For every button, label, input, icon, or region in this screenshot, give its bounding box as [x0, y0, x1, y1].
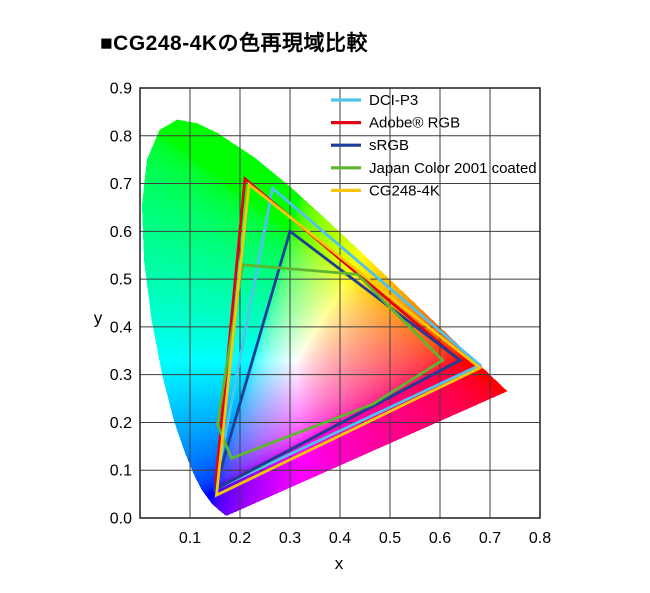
- legend-label-adobe-rgb: Adobe® RGB: [369, 115, 460, 132]
- legend-label-cg248-4k: CG248-4K: [369, 182, 440, 199]
- gamut-japan-color-2001-coated: [216, 263, 445, 461]
- x-tick-label: 0.3: [279, 530, 301, 547]
- y-tick-label: 0.2: [110, 415, 132, 432]
- gamut-srgb: [212, 228, 463, 493]
- x-tick-label: 0.5: [379, 530, 401, 547]
- x-tick-label: 0.1: [179, 530, 201, 547]
- legend-label-srgb: sRGB: [369, 137, 409, 154]
- gamut-polygons: [212, 176, 483, 498]
- x-tick-label: 0.2: [229, 530, 251, 547]
- gamut-cg248-4k: [214, 181, 483, 498]
- x-tick-label: 0.8: [529, 530, 551, 547]
- chart-title: ■CG248-4Kの色再現域比較: [100, 32, 369, 55]
- y-tick-label: 0.5: [110, 272, 132, 289]
- legend-label-dci-p3: DCI-P3: [369, 92, 418, 109]
- y-axis-label: y: [94, 308, 103, 327]
- x-tick-labels: 0.1 0.2 0.3 0.4 0.5 0.6 0.7 0.8: [179, 530, 551, 547]
- y-tick-label: 0.1: [110, 463, 132, 480]
- x-tick-label: 0.4: [329, 530, 351, 547]
- y-tick-label: 0.4: [110, 319, 132, 336]
- legend-label-japan-color-2001-coated: Japan Color 2001 coated: [369, 160, 537, 177]
- gamut-dci-p3: [213, 185, 483, 492]
- y-tick-label: 0.0: [110, 511, 132, 528]
- plot-border: [139, 87, 541, 519]
- y-tick-label: 0.9: [110, 81, 132, 98]
- x-tick-label: 0.6: [429, 530, 451, 547]
- y-tick-label: 0.6: [110, 224, 132, 241]
- grid-lines: [139, 87, 541, 519]
- y-tick-label: 0.8: [110, 128, 132, 145]
- y-tick-label: 0.7: [110, 176, 132, 193]
- x-tick-label: 0.7: [479, 530, 501, 547]
- y-tick-label: 0.3: [110, 367, 132, 384]
- x-axis-label: x: [335, 554, 344, 573]
- legend: DCI-P3 Adobe® RGB sRGB Japan Color 2001 coa…: [331, 92, 537, 199]
- y-tick-labels: 0.0 0.1 0.2 0.3 0.4 0.5 0.6 0.7 0.8 0.9: [110, 81, 132, 528]
